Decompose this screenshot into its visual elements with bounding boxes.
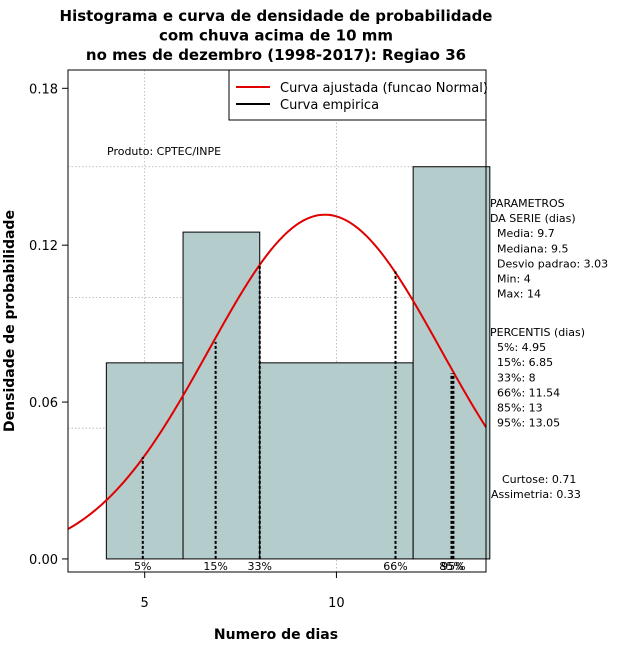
- percentis-line: 66%: 11.54: [497, 386, 560, 399]
- x-axis-label: Numero de dias: [214, 627, 338, 643]
- percentile-label: 33%: [248, 560, 272, 573]
- params-line: Desvio padrao: 3.03: [497, 257, 608, 270]
- histogram-bar: [182, 231, 261, 560]
- params-line: Max: 14: [497, 288, 541, 301]
- percentis-line: 85%: 13: [497, 402, 543, 415]
- params-line: Media: 9.7: [497, 227, 555, 240]
- stats-line: Assimetria: 0.33: [491, 488, 581, 501]
- legend-box: [228, 69, 487, 121]
- stats-line: Curtose: 0.71: [502, 473, 576, 486]
- x-tick-label: 5: [141, 596, 149, 611]
- params-line: DA SERIE (dias): [490, 212, 576, 225]
- params-line: Min: 4: [497, 273, 531, 286]
- x-tick-label: 10: [328, 596, 345, 611]
- percentis-line: 5%: 4.95: [497, 341, 546, 354]
- percentile-lines: 5% 15% 33% 66% 85%95%: [134, 263, 466, 573]
- density-curve: [67, 213, 487, 530]
- y-tick-label: 0.12: [29, 239, 58, 254]
- y-tick-label: 0.18: [29, 82, 58, 97]
- chart-title-line: Histograma e curva de densidade de proba…: [60, 7, 493, 25]
- percentis-line: 95%: 13.05: [497, 417, 560, 430]
- percentile-label: 5%: [134, 560, 151, 573]
- histogram-bar: [105, 362, 184, 560]
- y-tick-label: 0.06: [29, 396, 58, 411]
- percentis-line: PERCENTIS (dias): [490, 326, 585, 339]
- chart-title-line: no mes de dezembro (1998-2017): Regiao 3…: [86, 46, 466, 64]
- legend: Curva ajustada (funcao Normal) Curva empi…: [228, 69, 488, 121]
- y-axis-label: Densidade de probabilidade: [2, 210, 18, 432]
- credit-text: Produto: CPTEC/INPE: [107, 145, 221, 158]
- histogram-bars: [105, 166, 491, 560]
- percentile-label: 15%: [203, 560, 227, 573]
- chart-title: Histograma e curva de densidade de proba…: [60, 7, 493, 64]
- axes: 0.00 0.06 0.12 0.18 5 10 Numero de dias Densida…: [2, 69, 487, 643]
- percentile-label: 66%: [383, 560, 407, 573]
- percentis-line: 15%: 6.85: [497, 356, 553, 369]
- params-line: PARAMETROS: [490, 197, 565, 210]
- params-line: Mediana: 9.5: [497, 242, 568, 255]
- chart-title-line: com chuva acima de 10 mm: [159, 27, 393, 45]
- legend-label: Curva ajustada (funcao Normal): [280, 81, 488, 96]
- legend-label: Curva empirica: [280, 98, 379, 113]
- percentis-line: 33%: 8: [497, 371, 536, 384]
- percentile-label: 95%: [441, 560, 465, 573]
- percentile-label: 85%: [439, 560, 463, 573]
- histogram-bar: [259, 362, 414, 560]
- y-tick-label: 0.00: [29, 553, 58, 568]
- histogram-bar: [412, 166, 491, 560]
- normal-curve-line: [67, 213, 487, 530]
- side-panel: PARAMETROS DA SERIE (dias) Media: 9.7 Media…: [490, 197, 608, 501]
